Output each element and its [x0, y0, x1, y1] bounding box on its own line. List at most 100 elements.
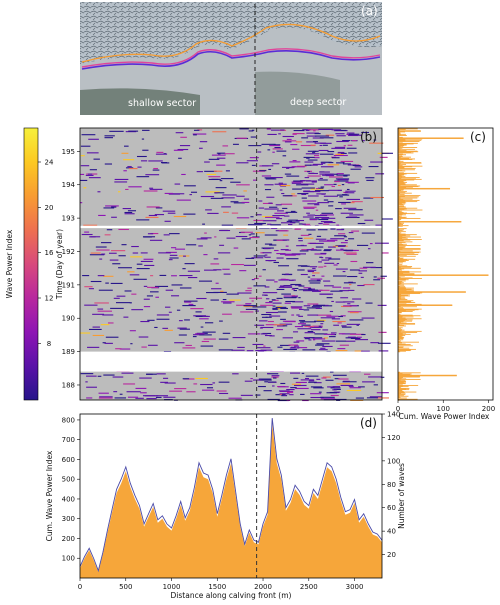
front-line-pink: [81, 48, 381, 68]
wave-segment: [105, 336, 119, 338]
time-bar: [398, 311, 402, 313]
wave-segment: [164, 192, 174, 194]
wave-segment: [335, 133, 345, 135]
wave-segment: [369, 396, 382, 398]
wave-segment: [83, 187, 87, 189]
time-bar: [398, 272, 404, 274]
wave-segment: [278, 386, 289, 388]
wave-segment: [231, 212, 239, 214]
wave-segment: [323, 195, 338, 197]
wave-segment: [204, 161, 210, 163]
wave-segment: [193, 129, 200, 131]
time-bar: [398, 194, 400, 196]
wave-segment: [299, 180, 311, 182]
wave-segment: [294, 384, 307, 387]
time-bar: [398, 291, 466, 293]
wave-segment: [106, 229, 113, 231]
wave-segment: [185, 344, 192, 347]
time-bar: [398, 397, 407, 399]
wave-segment: [308, 326, 312, 328]
time-bar: [398, 145, 405, 147]
wave-segment: [197, 129, 203, 131]
wave-segment: [112, 376, 124, 378]
wave-segment: [327, 201, 334, 203]
wave-segment: [323, 337, 328, 339]
time-bar: [398, 216, 401, 218]
wave-segment: [193, 315, 207, 317]
time-bar-xlabel: Cum. Wave Power Index: [399, 412, 490, 421]
time-bar: [398, 381, 407, 383]
time-bar: [398, 163, 401, 165]
wave-segment: [312, 152, 316, 154]
time-bar: [398, 372, 403, 374]
time-bar: [398, 309, 419, 311]
wave-segment: [306, 132, 319, 134]
time-bar: [398, 332, 407, 334]
wave-segment: [136, 176, 150, 178]
wave-segment: [358, 386, 365, 388]
wave-segment: [123, 383, 136, 385]
time-bar: [398, 298, 402, 300]
wave-segment: [276, 306, 283, 308]
time-bar: [398, 146, 401, 148]
wave-segment: [356, 324, 359, 326]
wave-segment: [343, 249, 354, 251]
wave-segment: [164, 329, 173, 331]
area-xtick-label: 500: [119, 583, 132, 591]
wave-segment: [322, 376, 331, 378]
wave-segment: [278, 390, 290, 392]
time-bar: [398, 214, 400, 216]
wave-segment: [321, 377, 327, 379]
wave-segment: [245, 308, 258, 310]
wave-segment: [111, 206, 117, 208]
wave-segment: [300, 234, 310, 236]
wave-segment: [292, 160, 297, 162]
wave-segment: [147, 319, 155, 321]
area-ytick-right-label: 100: [387, 457, 400, 465]
wave-segment: [289, 394, 294, 396]
wave-segment: [308, 280, 321, 282]
time-bar: [398, 225, 403, 227]
wave-segment: [282, 155, 287, 157]
area-ytick-label: 700: [62, 436, 75, 444]
wave-segment: [303, 305, 311, 307]
time-bar: [398, 293, 421, 294]
wave-segment: [92, 334, 105, 337]
time-bar: [398, 188, 451, 190]
time-bar: [398, 330, 402, 332]
wave-segment: [147, 286, 159, 288]
time-bar: [398, 379, 401, 381]
wave-segment: [284, 302, 292, 304]
wave-segment: [196, 238, 208, 240]
wave-segment: [94, 302, 109, 304]
time-bar: [398, 287, 414, 289]
wave-segment: [136, 268, 150, 270]
wave-segment: [183, 213, 196, 215]
wave-segment: [229, 299, 241, 301]
time-bar: [398, 296, 405, 298]
wave-segment: [375, 224, 383, 226]
time-bar: [398, 182, 404, 184]
wave-segment: [279, 189, 283, 191]
wave-segment: [288, 344, 298, 346]
wave-segment: [89, 254, 105, 256]
wave-segment: [115, 302, 131, 304]
time-bar: [398, 265, 408, 267]
wave-segment: [155, 296, 159, 298]
time-bar: [398, 286, 401, 288]
time-bar: [398, 214, 406, 216]
wave-segment: [264, 254, 268, 256]
wave-segment: [361, 333, 366, 336]
time-bar: [398, 312, 400, 314]
time-bar: [398, 347, 410, 349]
wave-segment: [379, 156, 388, 158]
time-bar: [398, 215, 402, 217]
time-bar: [398, 396, 400, 398]
time-bar: [398, 161, 401, 163]
wave-segment: [332, 286, 342, 288]
wave-segment: [331, 129, 342, 131]
wave-segment: [283, 348, 297, 351]
wave-segment: [221, 301, 235, 303]
wave-segment: [335, 301, 346, 303]
